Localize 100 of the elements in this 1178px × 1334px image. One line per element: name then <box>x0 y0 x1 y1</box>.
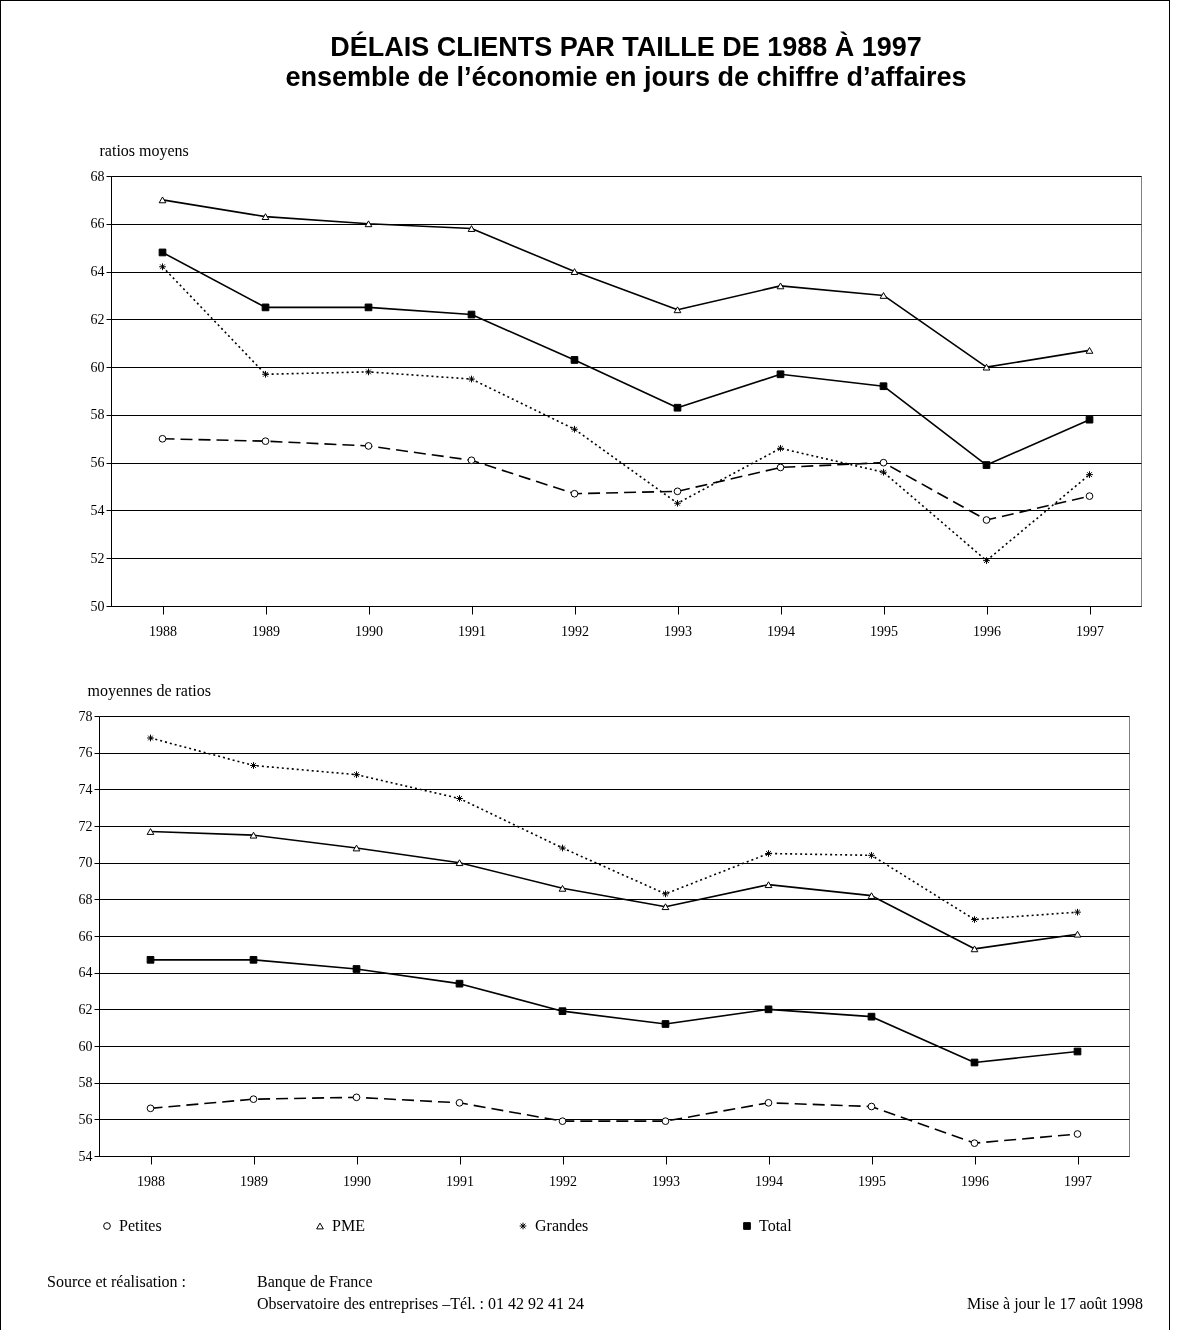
point <box>570 356 579 364</box>
point <box>776 282 785 290</box>
point <box>673 403 682 412</box>
point <box>867 1012 876 1021</box>
point <box>570 425 579 434</box>
point <box>970 1139 979 1148</box>
point <box>867 1102 876 1111</box>
y-tick-label: 62 <box>90 311 105 327</box>
y-tick-label: 66 <box>78 928 93 944</box>
point <box>146 1104 155 1113</box>
point <box>467 310 476 319</box>
point <box>1073 1130 1082 1138</box>
text: Banque de France <box>257 1273 373 1291</box>
chart-subtitle: ensemble de l’économie en jours de chiffre d’affaires <box>285 62 967 92</box>
point <box>1085 346 1094 354</box>
x-tick-label: 1989 <box>252 623 280 639</box>
y-tick-label: 70 <box>78 855 93 871</box>
point <box>661 1020 670 1028</box>
point <box>455 859 464 867</box>
point <box>661 1117 670 1126</box>
point <box>661 903 670 911</box>
point <box>867 851 876 860</box>
point <box>352 1093 361 1102</box>
point <box>261 213 270 221</box>
point <box>467 456 476 465</box>
y-tick-label: 74 <box>78 781 93 797</box>
point <box>261 303 270 312</box>
point <box>879 468 888 477</box>
point <box>970 945 979 953</box>
point <box>261 370 270 379</box>
point <box>764 1005 773 1014</box>
x-tick-label: 1997 <box>1064 1173 1092 1189</box>
point <box>558 1007 567 1016</box>
x-tick-label: 1995 <box>858 1173 886 1189</box>
x-tick-label: 1988 <box>137 1173 165 1189</box>
y-axis-title: moyennes de ratios <box>87 681 212 700</box>
point <box>673 499 682 508</box>
point <box>570 489 579 498</box>
y-tick-label: 56 <box>78 1111 93 1127</box>
x-tick-label: 1992 <box>561 623 589 639</box>
y-tick-label: 54 <box>78 1148 93 1164</box>
point <box>764 1098 773 1107</box>
point <box>1085 492 1094 500</box>
x-tick-label: 1989 <box>240 1173 268 1189</box>
point <box>879 458 888 467</box>
y-tick-label: 66 <box>90 216 105 232</box>
y-tick-label: 64 <box>90 264 105 280</box>
source-note: Source et réalisation : <box>47 1273 187 1291</box>
x-tick-label: 1990 <box>355 623 383 639</box>
point <box>146 828 155 835</box>
point <box>970 1058 979 1067</box>
x-tick-label: 1992 <box>549 1173 577 1189</box>
point <box>249 831 258 839</box>
y-tick-label: 64 <box>78 965 93 981</box>
point <box>467 375 476 383</box>
chart-title: DÉLAIS CLIENTS PAR TAILLE DE 1988 À 1997 <box>330 31 922 62</box>
y-tick-label: 50 <box>90 598 105 614</box>
point <box>261 437 270 446</box>
x-tick-label: 1997 <box>1076 623 1104 639</box>
x-tick-label: 1988 <box>149 623 177 639</box>
point <box>467 225 476 232</box>
legend-label: Petites <box>119 1217 162 1234</box>
point <box>249 955 258 964</box>
point <box>352 965 361 973</box>
point <box>158 262 167 271</box>
point <box>776 463 785 472</box>
legend-label: PME <box>332 1217 365 1234</box>
y-tick-label: 62 <box>78 1001 93 1017</box>
x-tick-label: 1996 <box>973 623 1001 639</box>
point <box>558 844 567 852</box>
y-tick-label: 78 <box>78 708 93 724</box>
y-tick-label: 72 <box>78 818 93 834</box>
x-tick-label: 1996 <box>961 1173 989 1189</box>
point <box>776 444 785 453</box>
point <box>249 1095 258 1104</box>
text: Mise à jour le 17 août 1998 <box>967 1295 1143 1313</box>
point <box>146 734 155 742</box>
point <box>982 516 991 524</box>
point <box>558 1117 567 1126</box>
point <box>352 770 361 779</box>
x-tick-label: 1990 <box>343 1173 371 1189</box>
point <box>1085 415 1094 424</box>
y-tick-label: 58 <box>78 1075 93 1091</box>
point <box>1073 908 1082 917</box>
x-tick-label: 1993 <box>652 1173 680 1189</box>
point <box>1073 930 1082 938</box>
y-tick-label: 56 <box>90 455 105 471</box>
point <box>364 220 373 228</box>
point <box>1085 470 1094 479</box>
point <box>982 363 991 371</box>
point <box>352 844 361 852</box>
y-tick-label: 76 <box>78 745 93 761</box>
point <box>364 442 373 450</box>
y-tick-label: 58 <box>90 407 105 423</box>
x-tick-label: 1994 <box>767 623 795 639</box>
y-tick-label: 52 <box>90 550 105 566</box>
point <box>982 556 991 565</box>
legend-label: Total <box>759 1217 793 1234</box>
point <box>879 292 888 299</box>
y-tick-label: 60 <box>78 1038 93 1054</box>
